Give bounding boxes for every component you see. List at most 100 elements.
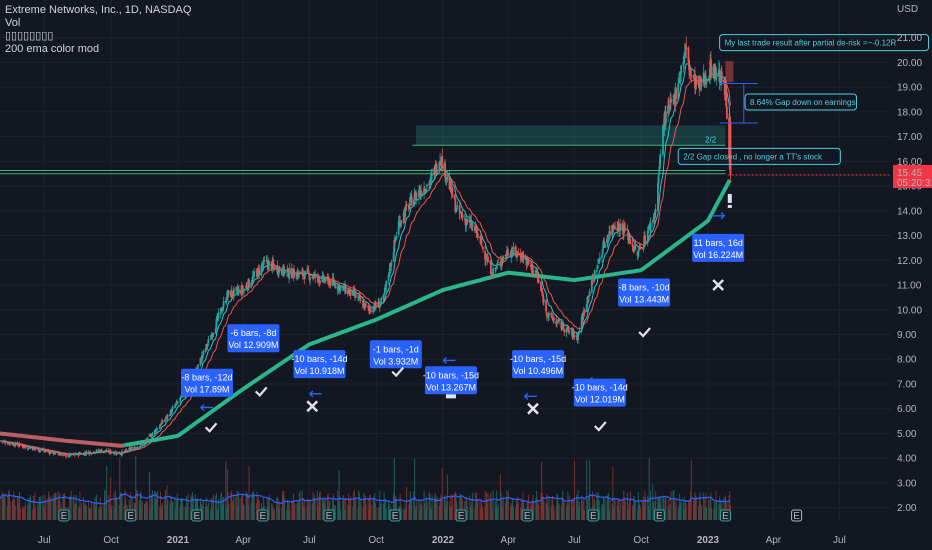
volume-bar [282, 494, 284, 520]
candle-body [531, 265, 534, 273]
volume-bar [176, 493, 178, 520]
candle-body [545, 312, 548, 317]
candle-body [385, 280, 388, 288]
volume-bar [155, 491, 157, 520]
candle-body [333, 281, 335, 285]
candle-body [458, 205, 461, 214]
volume-bar [253, 493, 255, 520]
candle-body [273, 265, 276, 271]
legend-indicator-placeholder[interactable]: ▯▯▯▯▯▯▯▯ [5, 30, 54, 42]
candle-body [90, 453, 93, 455]
volume-bar [136, 490, 138, 520]
candle-body [329, 280, 332, 286]
volume-bar [109, 477, 111, 520]
candle-body [134, 447, 136, 450]
volume-bar [344, 509, 346, 520]
candle-body [489, 261, 492, 274]
candle-body [374, 301, 377, 307]
volume-bar [326, 495, 328, 520]
volume-bar [225, 460, 227, 520]
legend-ema-indicator[interactable]: 200 ema color mod [5, 43, 100, 55]
volume-bar [311, 503, 313, 520]
candle-body [67, 456, 70, 458]
volume-bar [218, 498, 220, 520]
volume-bar [629, 500, 631, 520]
volume-bar [578, 501, 580, 520]
volume-bar [237, 490, 239, 520]
y-tick-label: 16.00 [897, 157, 922, 168]
volume-bar [699, 492, 701, 520]
candle-body [378, 305, 381, 308]
volume-bar [495, 508, 497, 520]
candle-body [227, 290, 230, 295]
dash-mark-icon [445, 394, 456, 399]
volume-bar [582, 509, 584, 520]
legend-volume[interactable]: Vol [5, 17, 21, 29]
candle-body [456, 205, 459, 207]
volume-bar [613, 506, 615, 520]
volume-bar [73, 494, 75, 520]
volume-bar [349, 498, 351, 520]
volume-bar [705, 493, 707, 520]
volume-bar [409, 491, 411, 520]
candle-body [39, 449, 42, 451]
volume-bar [546, 494, 548, 520]
trade-label-bars: -10 bars, -14d [291, 354, 347, 364]
volume-bar [359, 504, 361, 520]
candle-body [373, 302, 376, 311]
volume-bar [589, 460, 591, 520]
volume-bar [555, 507, 557, 520]
volume-bar [110, 508, 112, 520]
volume-bar [481, 505, 483, 520]
volume-bar [39, 497, 41, 520]
volume-bar [179, 506, 181, 520]
volume-bar [40, 496, 42, 520]
volume-bar [79, 491, 81, 520]
volume-bar [226, 468, 228, 520]
volume-bar [611, 504, 613, 520]
volume-bar [411, 498, 413, 520]
volume-bar [55, 492, 57, 520]
volume-bar [123, 505, 125, 520]
candle-body [459, 211, 462, 213]
legend-title[interactable]: Extreme Networks, Inc., 1D, NASDAQ [5, 4, 192, 16]
volume-bar [22, 509, 24, 520]
candle-body [304, 270, 306, 279]
volume-bar [47, 498, 49, 520]
volume-bar [622, 505, 624, 520]
candle-body [387, 274, 390, 281]
candle-body [517, 252, 520, 254]
y-tick-label: 7.00 [897, 379, 917, 390]
volume-bar [403, 509, 405, 520]
candle-body [475, 225, 478, 234]
candle-body [272, 260, 274, 265]
volume-bar [394, 497, 396, 520]
candle-body [334, 284, 337, 288]
volume-bar [54, 493, 56, 520]
candle-body [118, 451, 120, 454]
candle-body [161, 420, 164, 423]
volume-bar [23, 506, 25, 520]
volume-bar [194, 494, 196, 520]
candle-body [468, 218, 471, 223]
volume-bar [543, 501, 545, 520]
candle-body [547, 316, 550, 318]
candle-body [354, 293, 357, 298]
earnings-label: E [524, 511, 531, 522]
candle-body [129, 447, 131, 449]
candle-body [573, 335, 576, 337]
candle-body [598, 257, 601, 261]
arrow-left-icon [588, 376, 602, 384]
x-tick-label: Jul [303, 535, 316, 546]
y-tick-label: 10.00 [897, 305, 922, 316]
volume-bar [499, 474, 501, 520]
candle-body [252, 275, 255, 277]
candle-body [382, 295, 385, 300]
volume-bar [486, 492, 488, 520]
volume-bar [95, 506, 97, 520]
y-tick-label: 11.00 [897, 281, 922, 292]
volume-bar [714, 509, 716, 520]
volume-bar [303, 500, 305, 520]
